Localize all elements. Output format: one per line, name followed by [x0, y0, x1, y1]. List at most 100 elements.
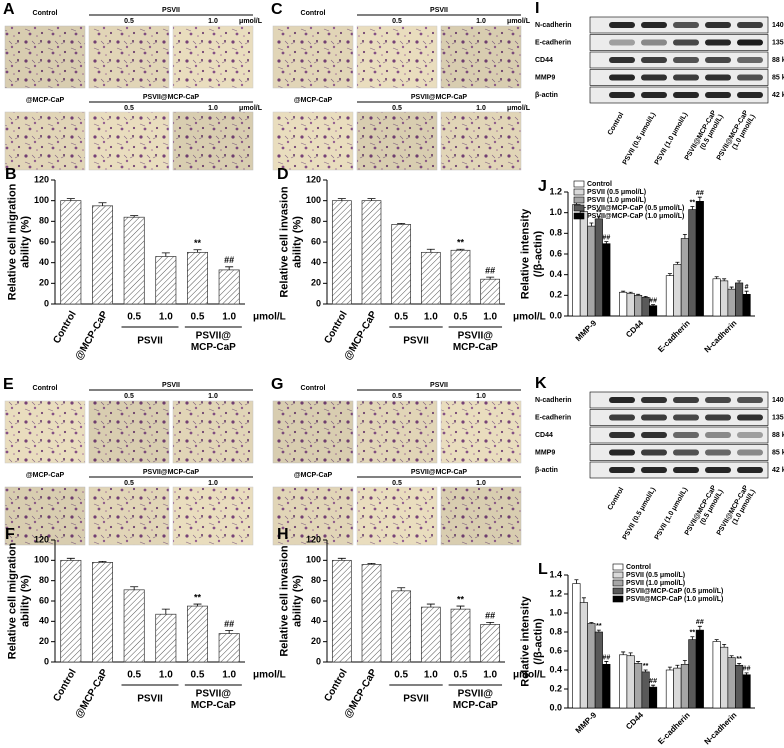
x-tick-label: Control — [51, 667, 78, 703]
x-tick-label: 0.5 — [127, 312, 141, 323]
x-tick-label: CD44 — [624, 318, 645, 339]
blot-band — [705, 92, 731, 98]
panel-letter: L — [538, 561, 548, 578]
legend-swatch — [573, 204, 585, 212]
legend-label: PSVII@MCP-CaP (1.0 μmol/L) — [587, 213, 684, 220]
blot-band — [737, 397, 763, 403]
blot-band — [641, 397, 667, 403]
legend-swatch — [573, 180, 585, 188]
y-tick-label: 1.4 — [549, 569, 562, 579]
y-tick-label: 0.2 — [549, 290, 562, 300]
error-bar — [367, 198, 376, 201]
group-label: PSVII — [137, 694, 163, 705]
panel-letter: E — [3, 376, 14, 393]
blot-band — [737, 57, 763, 63]
y-tick-label: 120 — [34, 534, 49, 544]
y-tick-label: 80 — [311, 575, 321, 585]
bar — [619, 654, 628, 709]
group-label: PSVII@MCP-CaP — [411, 469, 468, 476]
error-bar — [486, 276, 495, 280]
panel-letter: B — [5, 166, 17, 183]
error-bar — [651, 304, 656, 306]
y-tick-label: 60 — [39, 595, 49, 605]
micrograph — [440, 400, 522, 464]
group-label: PSVII@MCP-CaP — [191, 330, 236, 353]
condition-label: @MCP-CaP — [26, 97, 65, 104]
legend-label: PSVII (0.5 μmol/L) — [626, 572, 685, 579]
bar — [218, 633, 240, 663]
y-tick-label: 100 — [306, 195, 321, 205]
error-bar — [130, 215, 139, 218]
blot-band — [705, 57, 731, 63]
unit-label: μmol/L — [239, 105, 263, 112]
bar — [480, 278, 501, 305]
blot-band — [609, 467, 635, 473]
y-tick-label: 1.2 — [549, 186, 562, 196]
dose-label: 0.5 — [392, 480, 402, 487]
error-bar — [604, 661, 609, 665]
error-bar — [337, 557, 346, 561]
legend-label: Control — [626, 564, 651, 571]
error-bar — [628, 652, 633, 656]
bar — [361, 564, 382, 663]
error-bar — [729, 286, 734, 290]
micrograph — [4, 25, 86, 89]
error-bar — [589, 622, 594, 624]
condition-label: Control — [33, 385, 58, 392]
error-bar — [574, 579, 579, 584]
bar — [60, 559, 82, 663]
bar — [727, 657, 736, 709]
condition-label: Control — [301, 10, 326, 17]
legend-swatch — [612, 587, 624, 595]
x-tick-label: 1.0 — [159, 670, 173, 681]
blot-band — [705, 432, 731, 438]
error-bar — [130, 586, 139, 590]
y-axis-label: Relative cell invasionability (%) — [279, 186, 304, 298]
x-tick-label: 1.0 — [424, 312, 438, 323]
micrograph — [88, 111, 170, 171]
error-bar — [621, 290, 626, 293]
blot-band — [641, 22, 667, 28]
bar — [634, 663, 643, 709]
blot-band — [609, 92, 635, 98]
error-bar — [682, 233, 687, 239]
blot-band — [673, 22, 699, 28]
unit-label: μmol/L — [507, 18, 531, 25]
x-tick-label: 1.0 — [424, 670, 438, 681]
bar — [579, 602, 588, 709]
blot-band — [609, 22, 635, 28]
bar — [391, 224, 412, 305]
blot-band — [609, 414, 635, 421]
bar — [572, 583, 581, 709]
blot-band — [609, 397, 635, 403]
blot-band — [737, 22, 763, 28]
blot-band — [641, 74, 667, 81]
group-label: PSVII — [162, 7, 180, 14]
error-bar — [589, 222, 594, 227]
y-tick-label: 60 — [311, 595, 321, 605]
blot-band — [641, 414, 667, 421]
x-tick-label: 0.5 — [394, 312, 408, 323]
dose-label: 0.5 — [392, 18, 402, 25]
micrograph — [88, 486, 170, 546]
y-tick-label: 0.0 — [549, 310, 562, 320]
bar — [587, 225, 596, 317]
significance-label: ## — [649, 678, 657, 685]
error-bar — [581, 597, 586, 603]
bar — [727, 288, 736, 317]
blot-band — [673, 432, 699, 438]
bar — [123, 589, 145, 663]
protein-label: E-cadherin — [535, 39, 571, 46]
legend-label: PSVII@MCP-CaP (1.0 μmol/L) — [626, 596, 723, 603]
panel-letter: C — [271, 1, 283, 18]
bar — [123, 216, 145, 305]
dose-label: 1.0 — [476, 105, 486, 112]
lane-label: PSVII (0.5 μmol/L) — [622, 111, 658, 166]
dose-label: 1.0 — [208, 18, 218, 25]
y-tick-label: 0 — [316, 298, 321, 308]
x-tick-label: 0.5 — [191, 312, 205, 323]
dose-label: 1.0 — [476, 480, 486, 487]
bar — [680, 663, 689, 709]
significance-label: ## — [224, 619, 234, 629]
unit-label: μmol/L — [239, 18, 263, 25]
